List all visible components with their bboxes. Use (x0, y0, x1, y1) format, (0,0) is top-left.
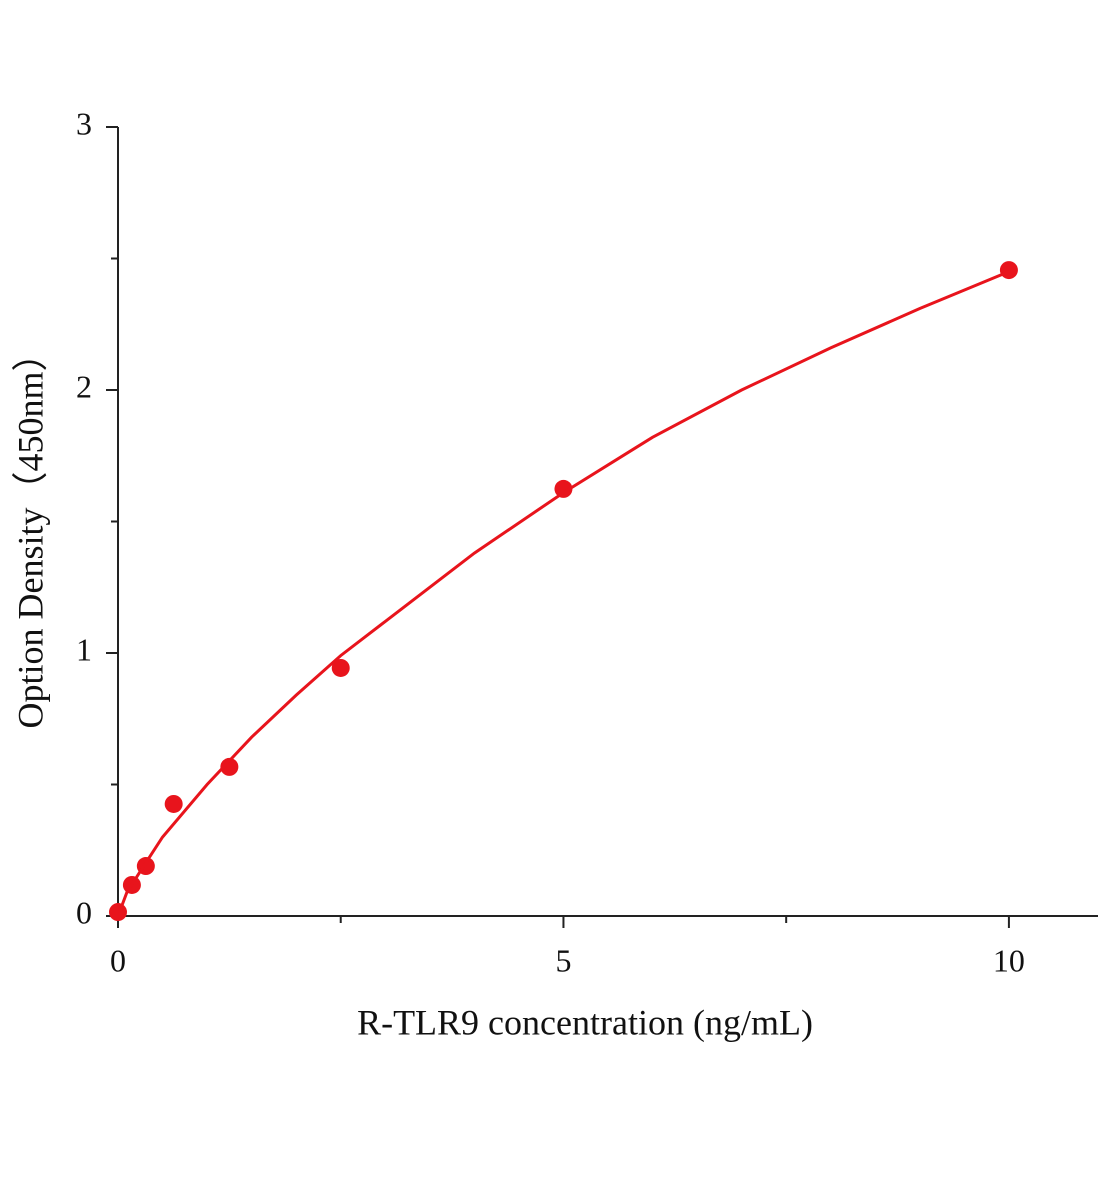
x-axis-label: R-TLR9 concentration (ng/mL) (357, 1002, 813, 1042)
x-tick-label: 0 (110, 942, 126, 978)
data-point (331, 658, 350, 677)
data-point (999, 261, 1018, 280)
y-tick-label: 2 (76, 368, 92, 404)
data-point (554, 479, 573, 498)
y-tick-label: 0 (76, 894, 92, 930)
data-point (164, 794, 183, 813)
fit-curve (116, 270, 1010, 917)
y-tick-label: 1 (76, 631, 92, 667)
x-tick-label: 10 (993, 942, 1025, 978)
y-axis-label: Option Density（450nm） (10, 336, 50, 729)
x-tick-label: 5 (555, 942, 571, 978)
y-tick-label: 3 (76, 105, 92, 141)
data-point (220, 757, 239, 776)
